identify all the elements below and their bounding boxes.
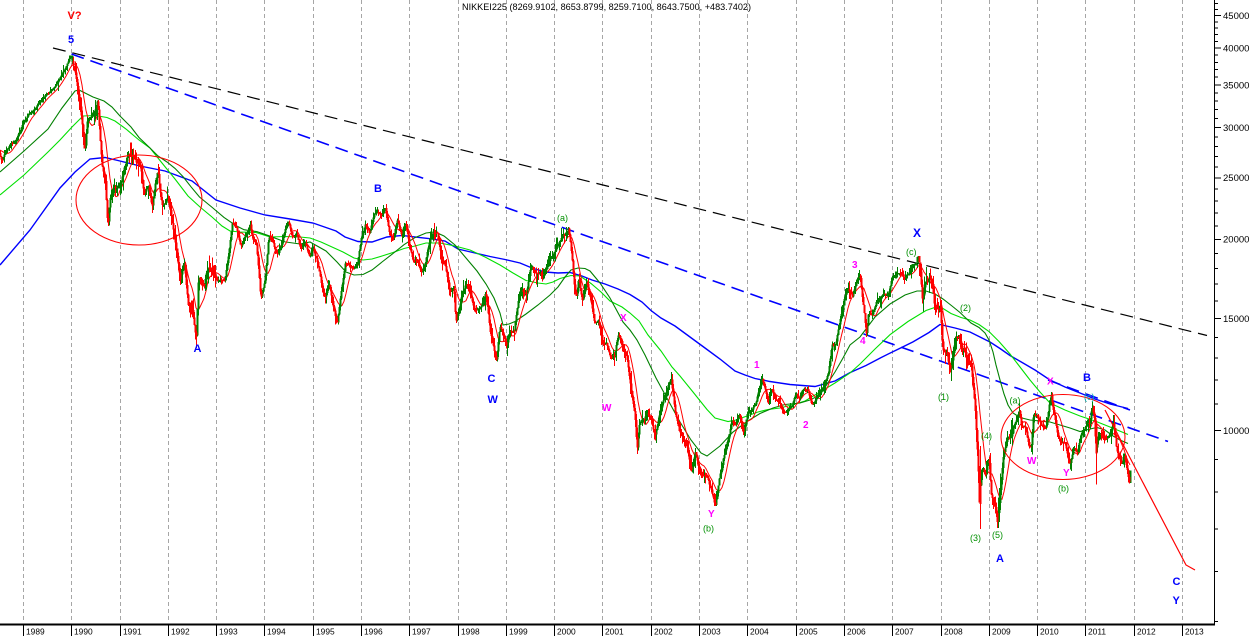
svg-text:(5): (5) bbox=[992, 530, 1003, 540]
svg-text:2001: 2001 bbox=[605, 627, 624, 637]
svg-text:2012: 2012 bbox=[1137, 627, 1156, 637]
svg-text:2007: 2007 bbox=[895, 627, 914, 637]
svg-text:(2): (2) bbox=[960, 303, 971, 313]
svg-text:Y: Y bbox=[708, 509, 715, 520]
svg-text:40000: 40000 bbox=[1223, 44, 1249, 55]
svg-text:(4): (4) bbox=[981, 431, 992, 441]
svg-text:C: C bbox=[488, 373, 496, 385]
svg-text:W: W bbox=[488, 394, 499, 406]
svg-text:2013: 2013 bbox=[1185, 627, 1204, 637]
svg-text:20000: 20000 bbox=[1223, 235, 1249, 246]
svg-text:5: 5 bbox=[68, 34, 74, 46]
svg-text:2006: 2006 bbox=[847, 627, 866, 637]
svg-text:2002: 2002 bbox=[654, 627, 673, 637]
svg-text:B: B bbox=[374, 183, 382, 195]
svg-text:2008: 2008 bbox=[944, 627, 963, 637]
svg-text:(3): (3) bbox=[970, 533, 981, 543]
svg-text:A: A bbox=[996, 553, 1004, 565]
svg-text:V?: V? bbox=[68, 10, 82, 22]
svg-text:1991: 1991 bbox=[123, 627, 142, 637]
svg-text:3: 3 bbox=[852, 260, 858, 271]
svg-text:1996: 1996 bbox=[364, 627, 383, 637]
svg-text:10000: 10000 bbox=[1223, 426, 1249, 437]
svg-text:25000: 25000 bbox=[1223, 173, 1249, 184]
svg-text:W: W bbox=[602, 403, 612, 414]
svg-text:X: X bbox=[913, 226, 921, 240]
svg-text:(b): (b) bbox=[703, 524, 714, 534]
svg-text:30000: 30000 bbox=[1223, 123, 1249, 134]
svg-text:X: X bbox=[620, 313, 627, 324]
svg-text:1995: 1995 bbox=[316, 627, 335, 637]
svg-text:2010: 2010 bbox=[1040, 627, 1059, 637]
svg-text:1989: 1989 bbox=[26, 627, 45, 637]
svg-text:C: C bbox=[1173, 576, 1181, 588]
svg-text:2000: 2000 bbox=[557, 627, 576, 637]
svg-text:(c): (c) bbox=[906, 247, 917, 257]
svg-text:X: X bbox=[1047, 377, 1054, 388]
svg-text:NIKKEI225 (8269.9102, 8653.879: NIKKEI225 (8269.9102, 8653.8799, 8259.71… bbox=[462, 2, 751, 12]
svg-text:1997: 1997 bbox=[412, 627, 431, 637]
svg-text:1993: 1993 bbox=[219, 627, 238, 637]
svg-text:1992: 1992 bbox=[171, 627, 190, 637]
svg-text:(c): (c) bbox=[1084, 392, 1095, 402]
svg-text:45000: 45000 bbox=[1223, 11, 1249, 22]
svg-text:(a): (a) bbox=[1010, 396, 1021, 406]
svg-text:W: W bbox=[1027, 456, 1037, 467]
svg-text:2005: 2005 bbox=[799, 627, 818, 637]
svg-text:Y: Y bbox=[1173, 595, 1181, 607]
svg-text:1999: 1999 bbox=[509, 627, 528, 637]
svg-text:A: A bbox=[194, 343, 202, 355]
svg-text:2009: 2009 bbox=[992, 627, 1011, 637]
svg-text:15000: 15000 bbox=[1223, 314, 1249, 325]
svg-text:B: B bbox=[1083, 372, 1091, 384]
svg-text:2004: 2004 bbox=[750, 627, 769, 637]
svg-text:(a): (a) bbox=[557, 213, 568, 223]
svg-text:35000: 35000 bbox=[1223, 80, 1249, 91]
svg-text:1990: 1990 bbox=[74, 627, 93, 637]
svg-text:(b): (b) bbox=[1058, 484, 1069, 494]
svg-text:Y: Y bbox=[1063, 468, 1070, 479]
svg-text:(1): (1) bbox=[938, 392, 949, 402]
svg-text:2: 2 bbox=[803, 420, 809, 431]
svg-text:2003: 2003 bbox=[702, 627, 721, 637]
svg-text:4: 4 bbox=[860, 336, 866, 347]
svg-text:1998: 1998 bbox=[461, 627, 480, 637]
svg-text:1994: 1994 bbox=[267, 627, 286, 637]
svg-text:1: 1 bbox=[754, 360, 760, 371]
svg-text:2011: 2011 bbox=[1088, 627, 1106, 637]
